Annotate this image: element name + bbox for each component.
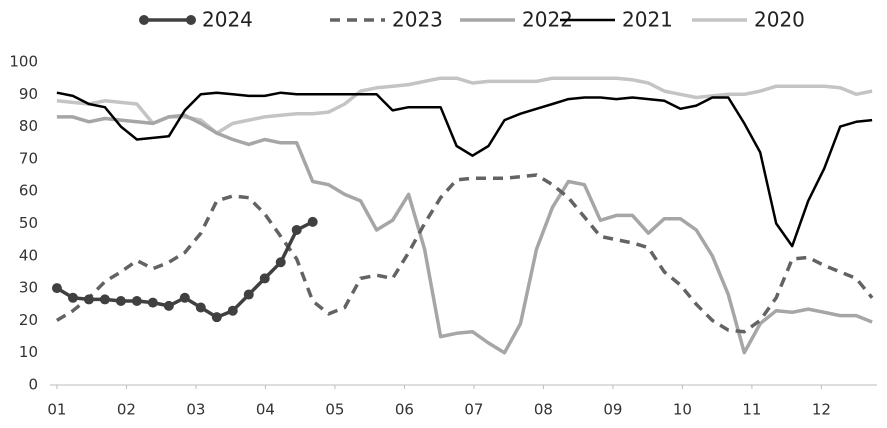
data-point bbox=[83, 294, 94, 305]
legend-marker bbox=[139, 15, 149, 25]
series-line bbox=[56, 91, 873, 248]
x-tick-label: 03 bbox=[186, 401, 205, 419]
data-point bbox=[227, 305, 238, 316]
data-point bbox=[51, 283, 62, 294]
data-point bbox=[179, 292, 190, 303]
y-tick-label: 100 bbox=[9, 53, 38, 71]
y-tick-label: 50 bbox=[19, 214, 38, 232]
data-point bbox=[115, 296, 126, 307]
series-line bbox=[56, 113, 873, 355]
x-tick-label: 07 bbox=[464, 401, 483, 419]
x-tick-label: 11 bbox=[742, 401, 761, 419]
x-tick-label: 04 bbox=[256, 401, 275, 419]
legend: 2024 2023 2022 2021 2020 bbox=[139, 8, 805, 32]
data-point bbox=[99, 294, 110, 305]
y-tick-label: 30 bbox=[19, 279, 38, 297]
data-point bbox=[131, 296, 142, 307]
data-point bbox=[307, 216, 318, 227]
data-point bbox=[259, 273, 270, 284]
y-tick-label: 70 bbox=[19, 149, 38, 167]
y-tick-label: 10 bbox=[19, 343, 38, 361]
legend-marker bbox=[186, 15, 196, 25]
data-point bbox=[67, 292, 78, 303]
y-tick-label: 60 bbox=[19, 182, 38, 200]
data-point bbox=[195, 302, 206, 313]
x-tick-label: 02 bbox=[117, 401, 136, 419]
y-tick-label: 20 bbox=[19, 311, 38, 329]
legend-label: 2021 bbox=[622, 8, 673, 32]
data-point bbox=[147, 297, 158, 308]
x-tick-label: 12 bbox=[812, 401, 831, 419]
y-tick-label: 40 bbox=[19, 246, 38, 264]
x-tick-label: 06 bbox=[395, 401, 414, 419]
series-line bbox=[55, 220, 314, 319]
series-line bbox=[56, 76, 873, 135]
data-point bbox=[291, 224, 302, 235]
y-tick-label: 0 bbox=[28, 376, 38, 394]
data-point bbox=[211, 312, 222, 323]
legend-label: 2020 bbox=[754, 8, 805, 32]
x-tick-label: 05 bbox=[325, 401, 344, 419]
y-tick-label: 90 bbox=[19, 85, 38, 103]
legend-label: 2023 bbox=[392, 8, 443, 32]
x-tick-label: 09 bbox=[603, 401, 622, 419]
y-tick-label: 80 bbox=[19, 117, 38, 135]
series-line bbox=[55, 173, 874, 334]
data-point bbox=[243, 289, 254, 300]
x-tick-label: 10 bbox=[673, 401, 692, 419]
data-point bbox=[275, 257, 286, 268]
x-tick-label: 01 bbox=[47, 401, 66, 419]
x-tick-label: 08 bbox=[534, 401, 553, 419]
legend-label: 2024 bbox=[202, 8, 253, 32]
data-point bbox=[163, 300, 174, 311]
